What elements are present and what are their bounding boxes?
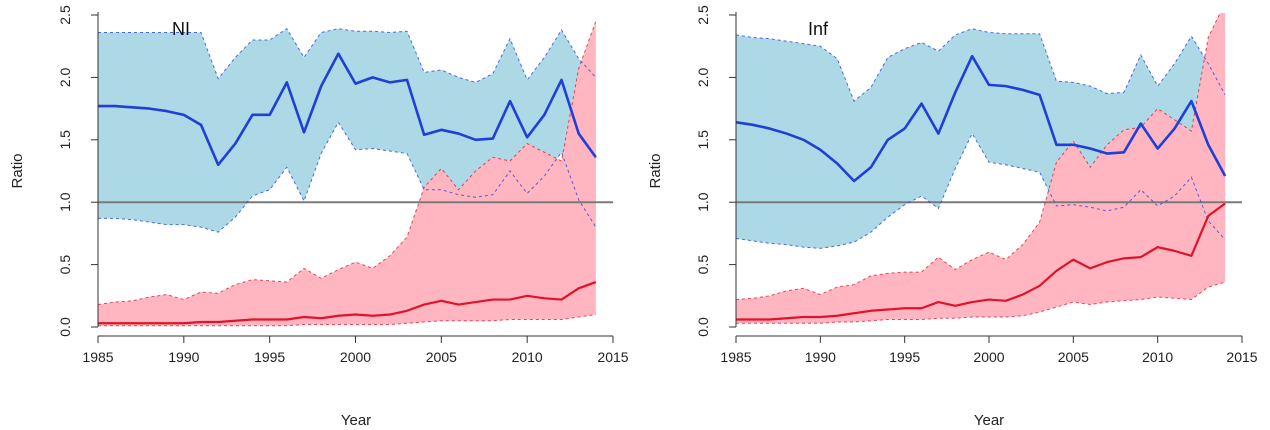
x-tick-label-0-2: 1995 [254, 349, 285, 365]
x-tick-label-0-0: 1985 [82, 349, 113, 365]
x-tick-label-1-0: 1985 [720, 349, 751, 365]
y-tick-label-0-5: 2.5 [57, 5, 73, 25]
y-axis-title-1: Ratio [647, 153, 664, 188]
panel-label-1: Inf [808, 19, 829, 39]
y-tick-label-0-0: 0.0 [57, 317, 73, 337]
y-tick-label-1-1: 0.5 [695, 255, 711, 275]
x-tick-label-0-6: 2015 [597, 349, 628, 365]
confidence-band-0-1 [98, 21, 596, 326]
series-line-0-0 [98, 52, 597, 167]
band-lower-boundary-1-0 [736, 132, 1226, 249]
series-line-1-0 [736, 54, 1227, 183]
x-axis-title-1: Year [974, 412, 1004, 429]
y-tick-label-1-4: 2.0 [695, 67, 711, 87]
x-tick-label-1-1: 1990 [805, 349, 836, 365]
x-tick-label-0-5: 2010 [512, 349, 543, 365]
x-tick-label-0-3: 2000 [340, 349, 371, 365]
x-axis-title-0: Year [341, 412, 371, 429]
x-tick-label-0-1: 1990 [168, 349, 199, 365]
y-tick-label-0-1: 0.5 [57, 255, 73, 275]
x-tick-label-1-6: 2015 [1226, 349, 1257, 365]
y-tick-label-1-0: 0.0 [695, 317, 711, 337]
band-lower-boundary-0-1 [98, 314, 596, 327]
y-axis-title-0: Ratio [9, 153, 26, 188]
band-upper-boundary-0-0 [98, 28, 597, 83]
band-upper-boundary-0-1 [98, 21, 597, 306]
y-tick-label-0-4: 2.0 [57, 67, 73, 87]
band-upper-boundary-1-0 [736, 28, 1226, 102]
series-line-1-1 [736, 202, 1226, 321]
x-tick-label-1-2: 1995 [889, 349, 920, 365]
series-line-0-1 [98, 281, 597, 325]
y-tick-label-1-3: 1.5 [695, 130, 711, 150]
band-lower-boundary-1-1 [736, 281, 1226, 324]
y-tick-label-1-2: 1.0 [695, 192, 711, 212]
y-tick-label-0-3: 1.5 [57, 130, 73, 150]
x-tick-label-1-5: 2010 [1142, 349, 1173, 365]
band-upper-boundary-1-1 [736, 13, 1221, 301]
panel-label-0: NI [172, 19, 190, 39]
band-lower-boundary-0-0 [98, 121, 597, 233]
x-tick-label-1-4: 2005 [1058, 349, 1089, 365]
x-tick-label-0-4: 2005 [426, 349, 457, 365]
y-tick-label-1-5: 2.5 [695, 5, 711, 25]
x-tick-label-1-3: 2000 [973, 349, 1004, 365]
confidence-band-1-1 [736, 13, 1226, 324]
y-tick-label-0-2: 1.0 [57, 192, 73, 212]
